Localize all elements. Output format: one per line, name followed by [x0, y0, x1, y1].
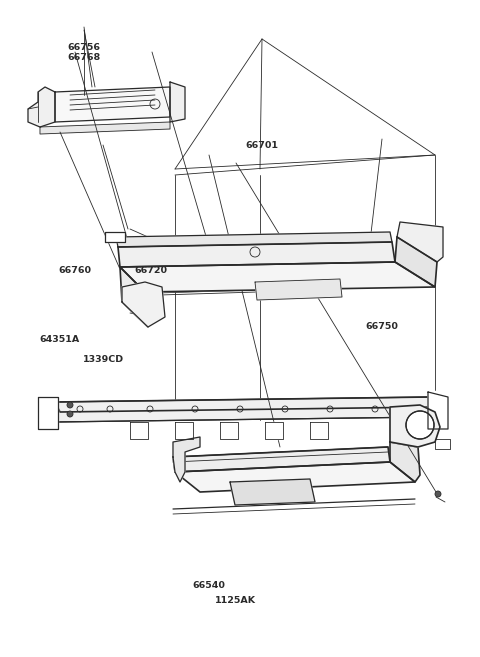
Polygon shape	[130, 422, 148, 439]
Polygon shape	[55, 397, 430, 422]
Circle shape	[67, 411, 73, 417]
Polygon shape	[55, 87, 170, 122]
Polygon shape	[220, 422, 238, 439]
Polygon shape	[175, 422, 193, 439]
Polygon shape	[118, 242, 395, 267]
Polygon shape	[38, 397, 58, 429]
Circle shape	[132, 286, 139, 292]
Polygon shape	[55, 397, 435, 412]
Text: 1125AK: 1125AK	[215, 596, 256, 605]
Polygon shape	[435, 439, 450, 449]
Polygon shape	[28, 87, 55, 127]
Polygon shape	[170, 82, 185, 122]
Text: 66540: 66540	[192, 581, 225, 591]
Polygon shape	[255, 279, 342, 300]
Circle shape	[67, 402, 73, 408]
Text: 64351A: 64351A	[40, 335, 80, 344]
Polygon shape	[105, 232, 125, 242]
Text: 66701: 66701	[245, 141, 278, 150]
Text: 66756
66768: 66756 66768	[67, 43, 101, 62]
Polygon shape	[428, 392, 448, 429]
Polygon shape	[230, 479, 315, 505]
Circle shape	[132, 296, 139, 304]
Circle shape	[435, 491, 441, 497]
Polygon shape	[173, 447, 390, 472]
Text: 66720: 66720	[135, 266, 168, 275]
Polygon shape	[310, 422, 328, 439]
Polygon shape	[40, 122, 170, 134]
Polygon shape	[173, 437, 200, 482]
Polygon shape	[390, 442, 420, 482]
Polygon shape	[265, 422, 283, 439]
Polygon shape	[395, 237, 437, 287]
Polygon shape	[120, 267, 148, 327]
Text: 66760: 66760	[58, 266, 91, 275]
Polygon shape	[390, 405, 440, 447]
Polygon shape	[122, 282, 165, 327]
Polygon shape	[397, 222, 443, 262]
Polygon shape	[120, 262, 435, 292]
Text: 66750: 66750	[365, 322, 398, 331]
Circle shape	[406, 411, 434, 439]
Polygon shape	[175, 462, 415, 492]
Text: 1339CD: 1339CD	[83, 355, 124, 364]
Polygon shape	[116, 232, 392, 247]
